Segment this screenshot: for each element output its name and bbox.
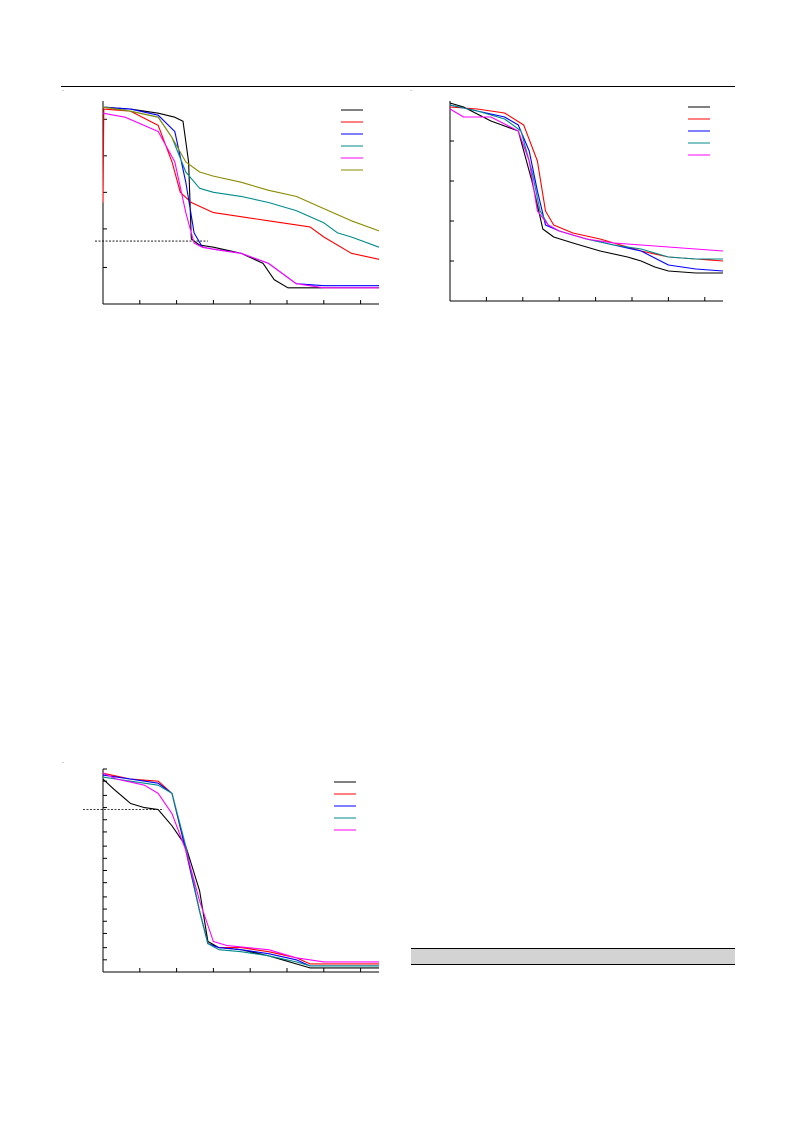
panel-c-marker: ·: [62, 760, 64, 766]
series-line-5: [102, 772, 379, 963]
series-line-2: [102, 772, 379, 965]
series-line-5: [449, 108, 724, 252]
series-line-1: [102, 106, 379, 289]
series-line-5: [102, 112, 379, 289]
panel-b-marker: ·: [410, 88, 412, 94]
panel-a-marker: ·: [62, 88, 64, 94]
series-line-3: [102, 774, 379, 967]
series-line-3: [449, 104, 724, 272]
series-line-1: [449, 102, 723, 274]
header-rule: [61, 86, 735, 87]
series-line-6: [102, 106, 380, 232]
series-line-2: [102, 108, 380, 260]
series-line-4: [102, 776, 379, 967]
table-header-band: [411, 948, 735, 965]
series-line-1: [102, 778, 379, 969]
